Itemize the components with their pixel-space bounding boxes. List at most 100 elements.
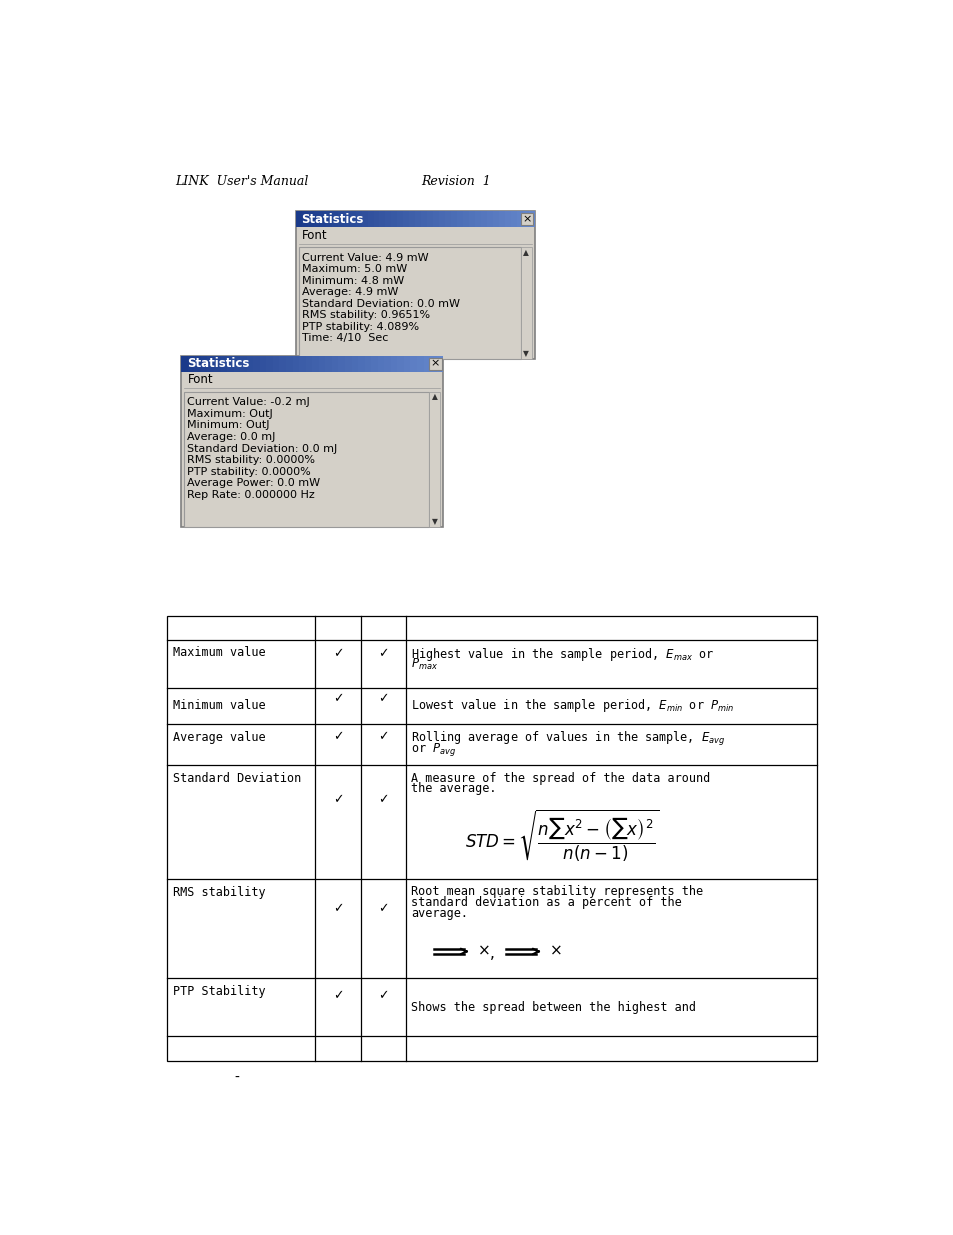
Text: ✓: ✓ [378, 793, 389, 806]
Bar [259, 356, 266, 372]
Bar [361, 211, 367, 227]
Text: Minimum: OutJ: Minimum: OutJ [187, 420, 270, 431]
Bar [308, 211, 314, 227]
Bar [247, 356, 253, 372]
Text: Average: 4.9 mW: Average: 4.9 mW [302, 288, 398, 298]
Text: Font: Font [187, 373, 213, 387]
Bar [301, 211, 308, 227]
Text: the average.: the average. [411, 783, 496, 795]
Text: or $P_{avg}$: or $P_{avg}$ [411, 741, 456, 758]
Bar [332, 356, 338, 372]
Bar [305, 356, 312, 372]
Text: ▲: ▲ [432, 393, 437, 401]
Bar [233, 356, 240, 372]
Text: Font: Font [302, 228, 328, 242]
Text: ✓: ✓ [378, 989, 389, 1002]
Text: RMS stability: 0.9651%: RMS stability: 0.9651% [302, 310, 430, 320]
Text: ✓: ✓ [378, 692, 389, 705]
Bar [188, 356, 194, 372]
Bar [357, 356, 364, 372]
Bar [436, 356, 443, 372]
Bar [367, 211, 374, 227]
Text: PTP Stability: PTP Stability [173, 984, 266, 998]
Bar [295, 211, 301, 227]
Bar [213, 356, 220, 372]
Text: Standard Deviation: Standard Deviation [173, 772, 301, 785]
Text: LINK  User's Manual: LINK User's Manual [174, 175, 308, 188]
Bar [286, 356, 293, 372]
Text: ✓: ✓ [378, 902, 389, 915]
Text: Lowest value in the sample period, $E_{min}$ or $P_{min}$: Lowest value in the sample period, $E_{m… [411, 698, 734, 714]
Bar [181, 356, 443, 527]
Bar [462, 211, 469, 227]
Text: Rolling average of values in the sample, $E_{avg}$: Rolling average of values in the sample,… [411, 730, 724, 748]
Bar [469, 211, 475, 227]
Text: Root mean square stability represents the: Root mean square stability represents th… [411, 885, 702, 898]
Bar [409, 211, 415, 227]
Bar [374, 211, 379, 227]
Bar [227, 356, 233, 372]
Text: Revision  1: Revision 1 [421, 175, 491, 188]
Bar [253, 356, 259, 372]
Bar [528, 211, 534, 227]
Bar [298, 247, 520, 359]
Bar [338, 356, 345, 372]
Bar [429, 391, 439, 527]
Text: ✓: ✓ [333, 793, 343, 806]
Bar [332, 211, 337, 227]
Text: PTP stability: 4.089%: PTP stability: 4.089% [302, 322, 418, 332]
Bar [522, 211, 528, 227]
Text: ✓: ✓ [333, 692, 343, 705]
Bar [295, 211, 534, 359]
Text: Statistics: Statistics [187, 357, 249, 370]
Bar [510, 211, 517, 227]
Bar [416, 356, 423, 372]
Bar [520, 212, 533, 225]
Bar [293, 356, 299, 372]
Bar [493, 211, 498, 227]
Text: ×: × [521, 214, 531, 224]
Bar [456, 211, 462, 227]
Text: Standard Deviation: 0.0 mW: Standard Deviation: 0.0 mW [302, 299, 459, 309]
Bar [433, 211, 438, 227]
Bar [421, 211, 427, 227]
Text: Average: 0.0 mJ: Average: 0.0 mJ [187, 432, 275, 442]
Bar [371, 356, 377, 372]
Text: PTP stability: 0.0000%: PTP stability: 0.0000% [187, 467, 311, 477]
Text: ×: × [477, 944, 490, 958]
Bar [391, 211, 397, 227]
Text: ✓: ✓ [378, 730, 389, 743]
Text: average.: average. [411, 906, 468, 920]
Text: Time: 4/10  Sec: Time: 4/10 Sec [302, 333, 388, 343]
Bar [403, 211, 409, 227]
Bar [350, 211, 355, 227]
Bar [379, 211, 385, 227]
Text: ×: × [431, 359, 439, 369]
Bar [181, 356, 188, 372]
Text: $STD=\sqrt{\dfrac{n\sum x^2-\left(\sum x\right)^2}{n(n-1)}}$: $STD=\sqrt{\dfrac{n\sum x^2-\left(\sum x… [465, 808, 659, 864]
Bar [220, 356, 227, 372]
Bar [343, 211, 350, 227]
Bar [427, 211, 433, 227]
Text: ▲: ▲ [522, 248, 529, 257]
Bar [364, 356, 371, 372]
Bar [207, 356, 213, 372]
Text: RMS stability: 0.0000%: RMS stability: 0.0000% [187, 454, 315, 466]
Bar [312, 356, 318, 372]
Bar [397, 356, 403, 372]
Bar [266, 356, 273, 372]
Text: Shows the spread between the highest and: Shows the spread between the highest and [411, 1000, 696, 1014]
Text: ✓: ✓ [333, 902, 343, 915]
Text: ✓: ✓ [333, 647, 343, 661]
Bar [184, 391, 429, 527]
Text: ✓: ✓ [333, 989, 343, 1002]
Text: Average Power: 0.0 mW: Average Power: 0.0 mW [187, 478, 320, 488]
Bar [273, 356, 279, 372]
Bar [438, 211, 445, 227]
Bar [498, 211, 504, 227]
Text: Highest value in the sample period, $E_{max}$ or: Highest value in the sample period, $E_{… [411, 646, 714, 663]
Bar [279, 356, 286, 372]
Bar [403, 356, 410, 372]
Bar [201, 356, 207, 372]
Bar [520, 247, 531, 359]
